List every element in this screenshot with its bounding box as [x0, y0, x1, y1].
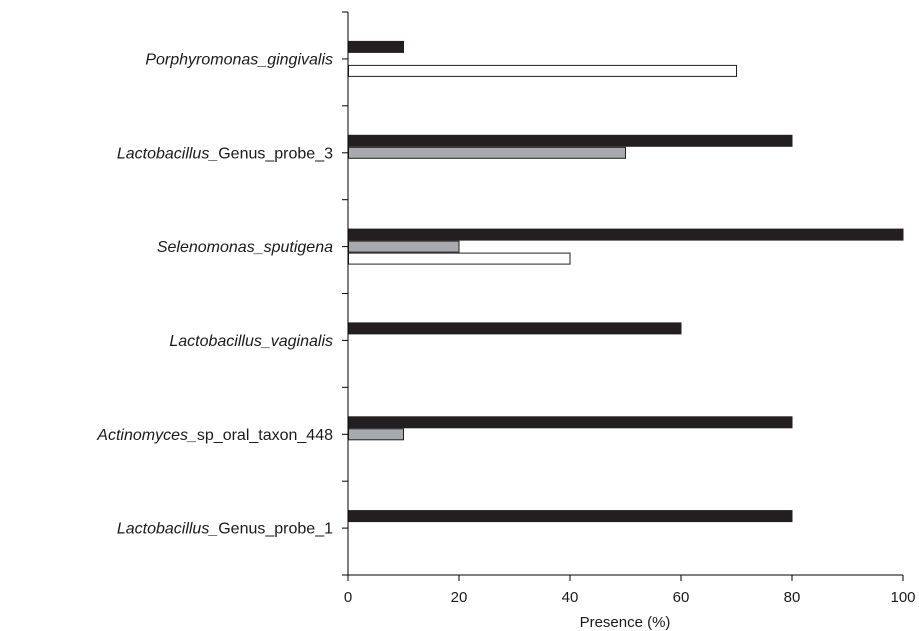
- bar-5-0: [348, 510, 793, 523]
- bar-3-0: [348, 322, 682, 335]
- category-label-plain: sp_oral_taxon_448: [197, 427, 333, 444]
- x-tick-label-3: 60: [673, 589, 690, 606]
- x-ticks: 0 20 40 60 80 100: [344, 575, 916, 606]
- bar-2-1: [348, 240, 460, 253]
- category-label-italic: Lactobacillus_: [117, 145, 218, 162]
- category-label-1: Lactobacillus_Genus_probe_3: [117, 145, 333, 162]
- bar-1-1: [348, 146, 626, 159]
- category-label-italic: Lactobacillus_vaginalis: [169, 333, 333, 350]
- bar-0-0: [348, 40, 404, 53]
- category-label-italic: Porphyromonas_gingivalis: [145, 51, 333, 68]
- category-label-2: Selenomonas_sputigena: [157, 239, 333, 256]
- bar-2-2: [348, 252, 571, 265]
- category-label-italic: Lactobacillus_: [117, 521, 218, 538]
- category-label-italic: Selenomonas_sputigena: [157, 239, 333, 256]
- x-tick-label-2: 40: [562, 589, 579, 606]
- bar-1-0: [348, 134, 793, 147]
- category-label-0: Porphyromonas_gingivalis: [145, 51, 333, 68]
- bar-0-2: [348, 64, 737, 77]
- category-label-5: Lactobacillus_Genus_probe_1: [117, 521, 333, 538]
- bar-4-1: [348, 428, 404, 441]
- category-label-italic: Actinomyces_: [96, 427, 197, 444]
- category-labels: Porphyromonas_gingivalisLactobacillus_Ge…: [96, 51, 333, 537]
- x-tick-label-0: 0: [344, 589, 352, 606]
- category-label-plain: Genus_probe_1: [218, 521, 333, 538]
- category-label-4: Actinomyces_sp_oral_taxon_448: [96, 427, 333, 444]
- category-label-3: Lactobacillus_vaginalis: [169, 333, 333, 350]
- bar-4-0: [348, 416, 793, 429]
- y-ticks: [342, 11, 348, 576]
- bars-group: [348, 40, 904, 523]
- bar-2-0: [348, 228, 904, 241]
- x-tick-label-1: 20: [451, 589, 468, 606]
- category-label-plain: Genus_probe_3: [218, 145, 333, 162]
- x-tick-label-4: 80: [784, 589, 801, 606]
- x-axis-title: Presence (%): [580, 614, 671, 631]
- x-tick-label-5: 100: [890, 589, 915, 606]
